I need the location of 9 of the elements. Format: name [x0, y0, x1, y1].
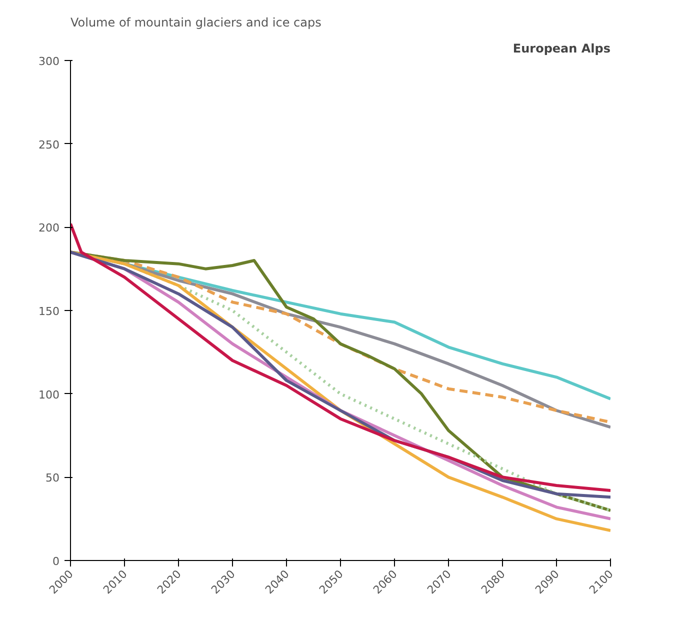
- y-tick-label: 300: [38, 55, 60, 68]
- y-tick-label: 50: [46, 472, 60, 485]
- y-tick-label: 200: [38, 222, 60, 235]
- y-tick-label: 150: [38, 305, 60, 318]
- y-tick-label: 250: [38, 138, 60, 152]
- chart-title: Volume of mountain glaciers and ice caps: [70, 16, 322, 30]
- chart-subtitle: European Alps: [512, 42, 611, 56]
- y-tick-label: 0: [52, 555, 60, 568]
- y-tick-label: 100: [38, 388, 60, 402]
